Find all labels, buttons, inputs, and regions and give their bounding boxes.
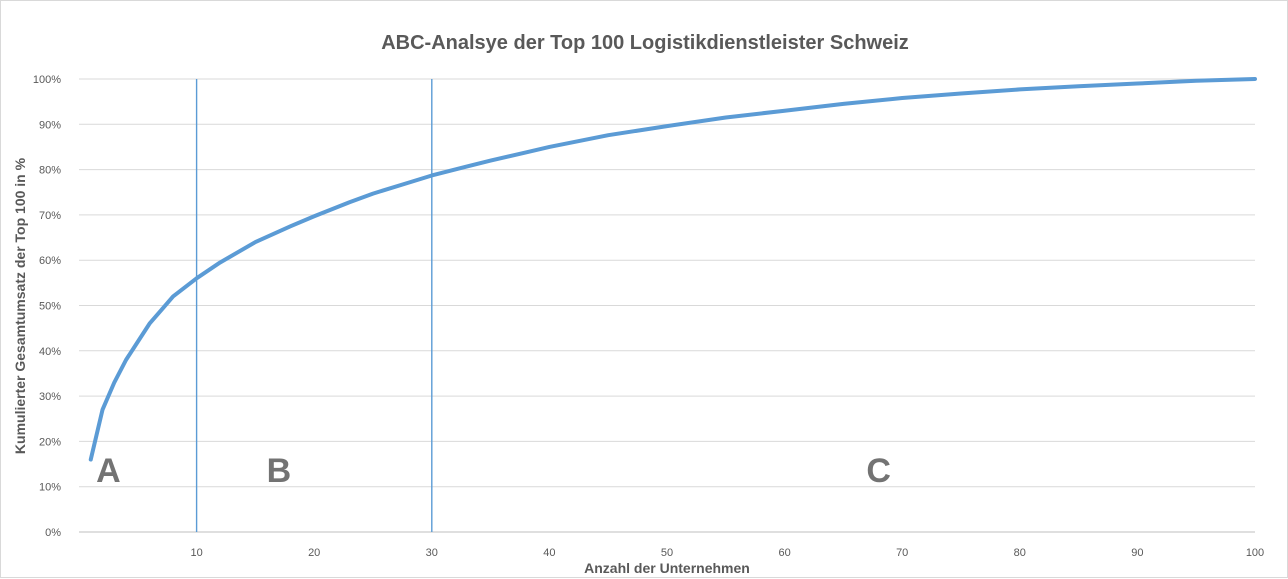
chart-title: ABC-Analsye der Top 100 Logistikdienstle… (381, 32, 909, 54)
series-layer (88, 77, 1257, 462)
x-axis-title: Anzahl der Unternehmen (584, 560, 750, 576)
y-tick-label: 30% (39, 391, 61, 403)
x-tick-label: 20 (308, 547, 320, 559)
y-tick-label: 80% (39, 165, 61, 177)
y-tick-label: 90% (39, 119, 61, 131)
y-tick-label: 20% (39, 436, 61, 448)
x-tick-label: 90 (1131, 547, 1143, 559)
zone-label-c: C (866, 452, 891, 490)
y-tick-label: 100% (33, 74, 61, 86)
x-tick-label: 30 (426, 547, 438, 559)
y-tick-label: 0% (45, 527, 61, 539)
x-tick-label: 40 (543, 547, 555, 559)
y-tick-label: 40% (39, 346, 61, 358)
class-dividers (195, 79, 433, 532)
y-tick-label: 10% (39, 482, 61, 494)
zone-label-b: B (267, 452, 292, 490)
x-tick-label: 10 (190, 547, 202, 559)
x-tick-label: 50 (661, 547, 673, 559)
zone-annotations: A B C (96, 452, 891, 490)
y-axis-title: Kumulierter Gesamtumsatz der Top 100 in … (12, 157, 28, 454)
y-tick-label: 50% (39, 301, 61, 313)
x-tick-label: 80 (1014, 547, 1026, 559)
y-tick-label: 60% (39, 255, 61, 267)
zone-label-a: A (96, 452, 121, 490)
gridlines (79, 78, 1255, 533)
axis-ticks: 0% 10% 20% 30% 40% 50% 60% 70% 80% 90% 100% 10 20 30 4… (33, 74, 1264, 559)
y-tick-label: 70% (39, 210, 61, 222)
cumulative-revenue-line (88, 77, 1257, 462)
x-tick-label: 60 (778, 547, 790, 559)
x-tick-label: 70 (896, 547, 908, 559)
x-tick-label: 100 (1246, 547, 1264, 559)
